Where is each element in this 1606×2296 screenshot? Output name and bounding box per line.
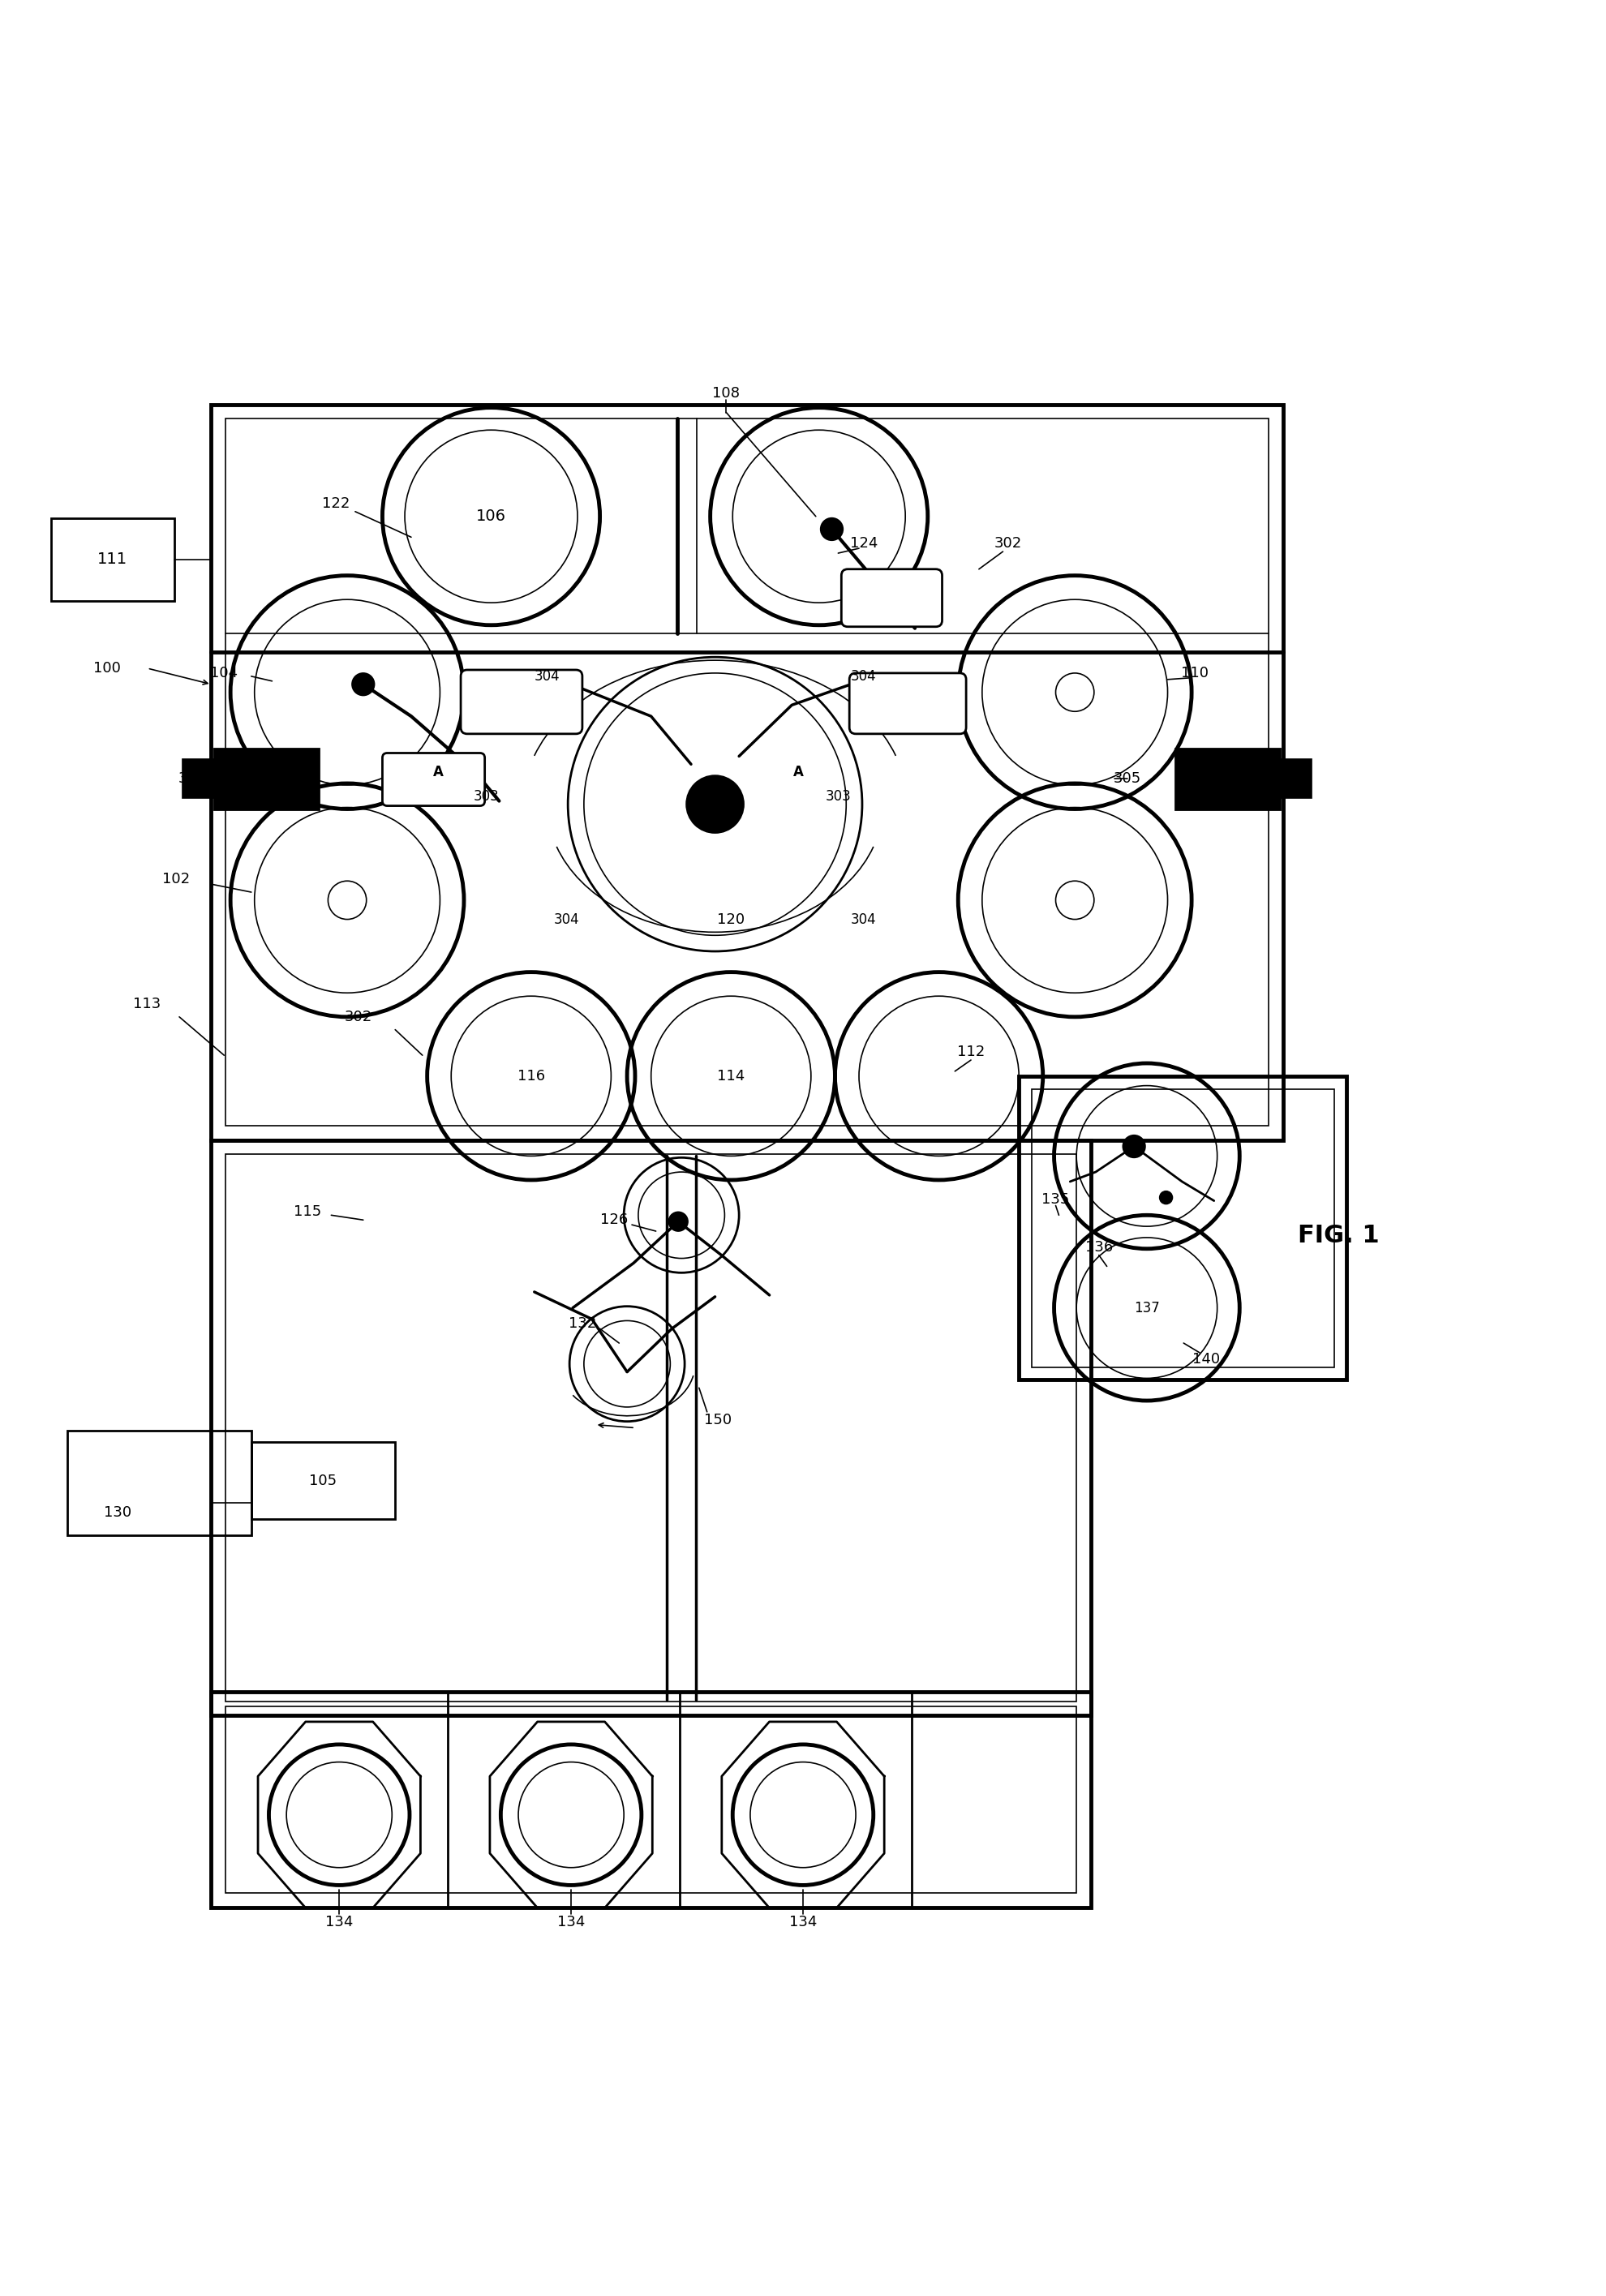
Bar [215,748,318,808]
Bar [226,418,1269,1125]
Text: 106: 106 [475,510,506,523]
Text: 111: 111 [96,551,127,567]
Text: FIG. 1: FIG. 1 [1298,1224,1380,1247]
Text: 132: 132 [569,1316,596,1332]
Text: 302: 302 [994,537,1021,551]
Bar [183,760,215,797]
Text: 105: 105 [310,1474,337,1488]
Text: 120: 120 [718,912,745,928]
Text: A: A [434,765,443,781]
Text: 112: 112 [957,1045,984,1058]
Text: 305: 305 [1113,771,1142,785]
Text: 126: 126 [601,1212,628,1228]
Text: A: A [793,765,803,781]
Circle shape [1221,760,1256,797]
Text: 122: 122 [323,496,350,512]
Text: 136: 136 [1086,1240,1113,1254]
Bar [1176,748,1280,808]
Text: 303: 303 [825,790,851,804]
Bar [212,1692,1090,1908]
Text: 100: 100 [93,661,120,675]
Circle shape [223,760,257,797]
Text: 108: 108 [713,386,740,400]
Bar [251,1442,395,1520]
Bar [226,1706,1076,1894]
Text: 303: 303 [474,790,499,804]
Text: 135: 135 [1042,1192,1070,1205]
Text: 116: 116 [517,1068,544,1084]
Circle shape [686,776,744,833]
Circle shape [1123,1134,1145,1157]
FancyBboxPatch shape [850,673,967,735]
Bar [51,519,175,602]
Text: 304: 304 [851,668,877,684]
Text: 137: 137 [1134,1300,1160,1316]
Text: 114: 114 [718,1068,745,1084]
Bar [67,1430,251,1536]
Bar [212,1141,1090,1715]
Text: 305: 305 [178,771,206,785]
FancyBboxPatch shape [461,670,583,735]
FancyBboxPatch shape [842,569,943,627]
Circle shape [259,760,294,797]
Text: 130: 130 [104,1506,132,1520]
Text: 110: 110 [1180,666,1209,680]
Text: 134: 134 [557,1915,585,1929]
Text: 304: 304 [535,668,560,684]
Bar [226,1155,1076,1701]
Text: 140: 140 [1192,1352,1221,1366]
Text: 302: 302 [345,1010,373,1024]
Bar [1280,760,1312,797]
Bar [1018,1077,1347,1380]
Text: 102: 102 [162,872,190,886]
Text: 115: 115 [294,1205,321,1219]
Circle shape [668,1212,687,1231]
Text: 134: 134 [326,1915,353,1929]
Circle shape [1184,760,1219,797]
Bar [212,404,1283,1141]
FancyBboxPatch shape [382,753,485,806]
Bar [1031,1088,1335,1366]
Text: 304: 304 [554,912,580,928]
Text: 113: 113 [133,996,161,1010]
Circle shape [352,673,374,696]
Circle shape [1160,1192,1172,1203]
Text: 304: 304 [851,912,877,928]
Circle shape [821,519,843,540]
Text: 134: 134 [789,1915,817,1929]
Text: 104: 104 [210,666,238,680]
Text: 150: 150 [705,1412,732,1428]
Text: 124: 124 [850,537,878,551]
